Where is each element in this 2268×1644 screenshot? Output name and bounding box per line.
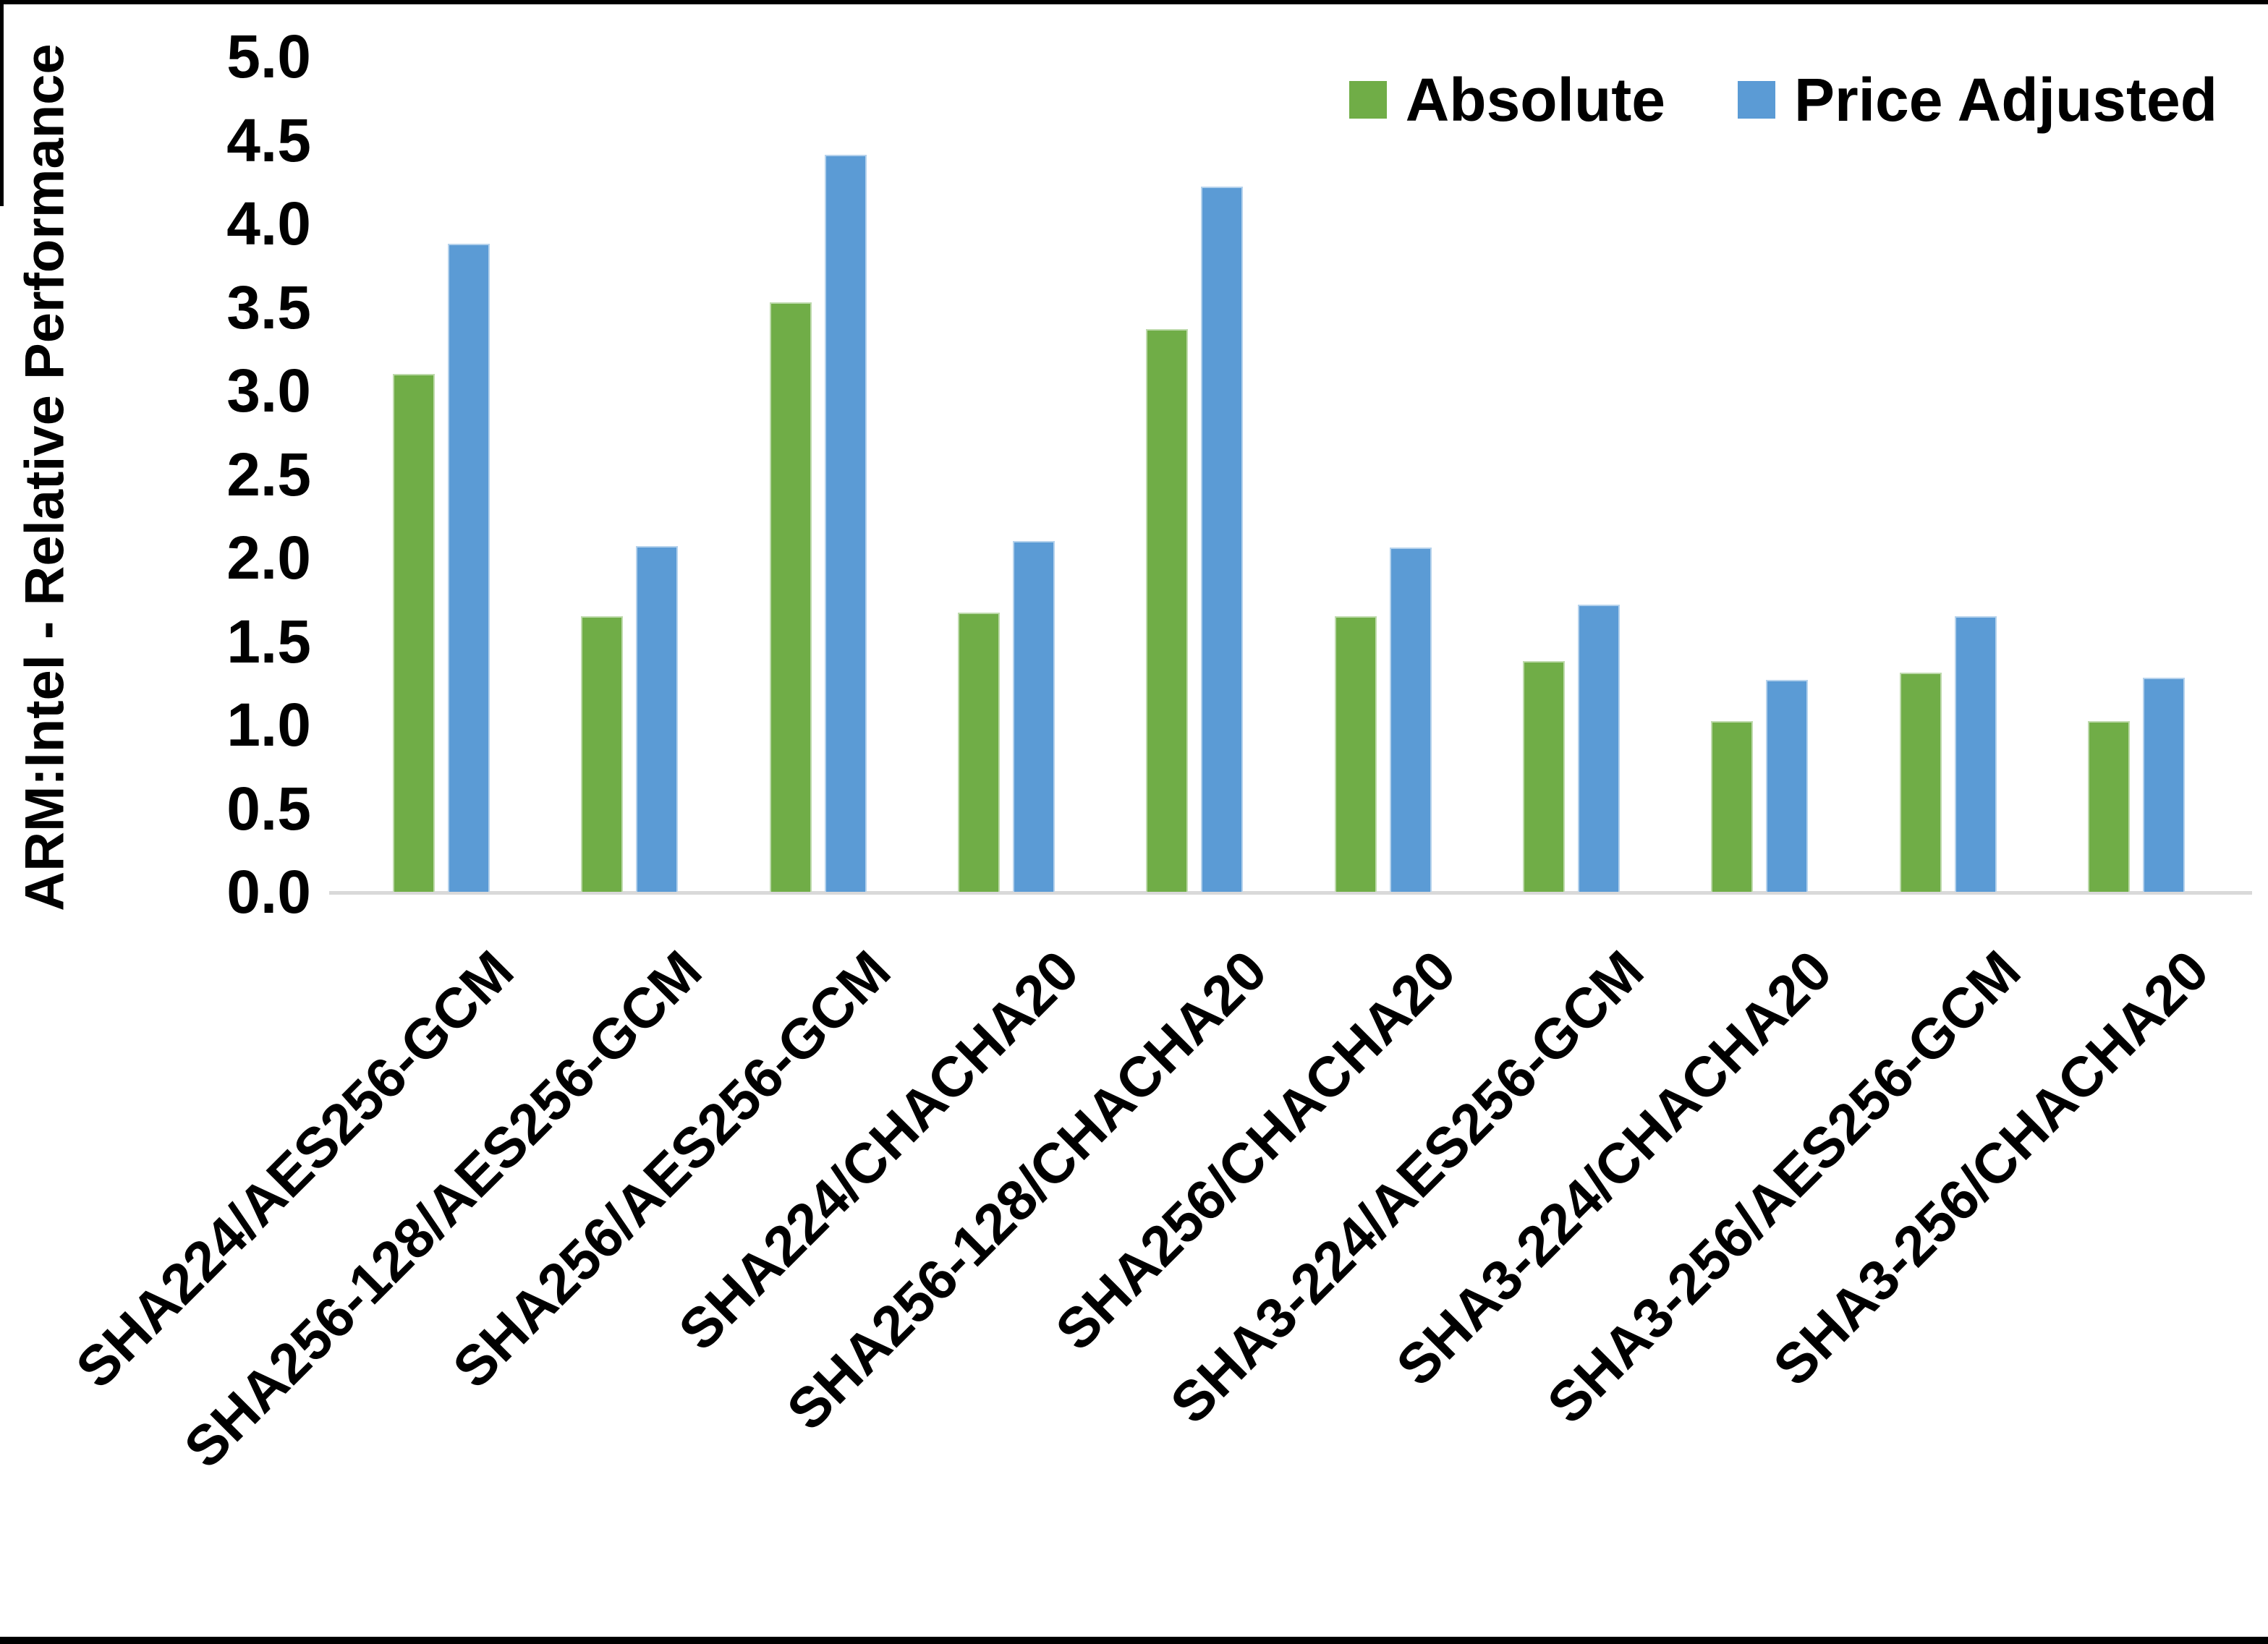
legend-item-price-adjusted: Price Adjusted [1737,66,2217,134]
y-tick-label-4.5: 4.5 [226,106,311,174]
y-tick-label-2.5: 2.5 [226,440,311,508]
y-tick-label-1.5: 1.5 [226,607,311,676]
bar-price-adjusted-1 [636,545,679,892]
bar-absolute-0 [393,373,435,892]
bar-absolute-1 [581,616,624,892]
bar-absolute-3 [957,613,1000,892]
bar-price-adjusted-9 [2142,678,2185,892]
bar-absolute-5 [1334,616,1377,892]
frame-border-left [0,0,4,206]
bar-price-adjusted-6 [1577,604,1620,892]
y-tick-label-0.0: 0.0 [226,858,311,926]
bar-price-adjusted-5 [1389,548,1432,892]
bar-price-adjusted-3 [1012,540,1055,892]
x-axis-line [329,891,2252,895]
legend-label-price-adjusted: Price Adjusted [1793,66,2217,134]
bar-price-adjusted-7 [1766,679,1809,892]
frame-border-bottom [0,1637,2268,1644]
bar-absolute-9 [2087,721,2130,892]
frame-border-top [0,0,2268,4]
y-tick-label-1.0: 1.0 [226,691,311,759]
y-tick-label-4.0: 4.0 [226,189,311,257]
bar-absolute-2 [769,302,812,892]
bar-absolute-6 [1522,661,1565,892]
bar-price-adjusted-4 [1201,187,1244,892]
legend-swatch-price-adjusted [1737,81,1775,119]
legend-label-absolute: Absolute [1405,66,1665,134]
y-tick-label-0.5: 0.5 [226,774,311,843]
y-tick-label-5.0: 5.0 [226,22,311,90]
bar-absolute-8 [1899,673,1942,892]
x-axis-label-0: SHA224/AES256-GCM [63,938,526,1400]
bar-absolute-4 [1146,328,1189,892]
y-tick-label-3.5: 3.5 [226,273,311,341]
legend-item-absolute: Absolute [1349,69,1665,130]
y-tick-label-3.0: 3.0 [226,357,311,425]
bar-price-adjusted-8 [1954,616,1997,892]
legend: Absolute Price Adjusted [1349,69,2217,130]
bar-absolute-7 [1711,721,1754,892]
bar-price-adjusted-2 [824,155,867,892]
y-tick-label-2.0: 2.0 [226,524,311,592]
bar-price-adjusted-0 [448,243,490,892]
y-axis-title: ARM:Intel - Relative Performance [14,43,76,911]
legend-swatch-absolute [1349,81,1387,119]
